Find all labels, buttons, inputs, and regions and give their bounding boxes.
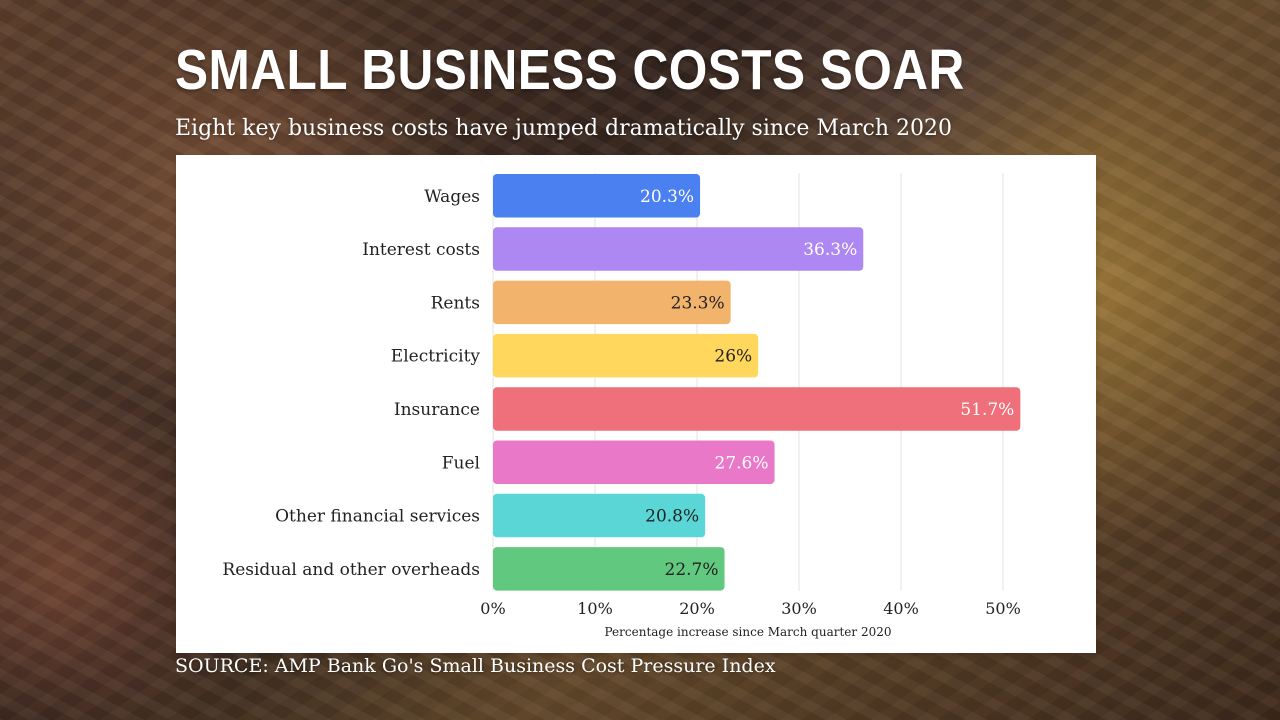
bar — [493, 440, 775, 484]
category-label: Rents — [431, 293, 480, 313]
bar-value-label: 20.3% — [640, 187, 694, 207]
category-label: Interest costs — [362, 240, 480, 260]
bar — [493, 493, 706, 538]
page-title: SMALL BUSINESS COSTS SOAR — [175, 38, 965, 102]
bar-value-label: 36.3% — [803, 240, 857, 260]
x-tick-label: 30% — [781, 599, 817, 618]
bar-value-label: 22.7% — [665, 560, 719, 580]
x-tick-label: 50% — [985, 599, 1021, 618]
bar-value-label: 20.8% — [645, 507, 699, 527]
bar — [493, 174, 701, 218]
bar — [493, 333, 759, 378]
category-label: Wages — [424, 187, 480, 207]
bar-value-label: 23.3% — [671, 293, 725, 313]
x-tick-label: 40% — [883, 599, 919, 618]
source-note: SOURCE: AMP Bank Go's Small Business Cos… — [175, 655, 776, 677]
page-subtitle: Eight key business costs have jumped dra… — [175, 116, 952, 141]
horizontal-bar-chart: 0% 10% 20% 30% 40% 50% Wages 20.3% Interest cost… — [222, 173, 1021, 639]
category-label: Other financial services — [275, 507, 480, 527]
bar — [493, 227, 864, 271]
category-label: Fuel — [442, 453, 480, 473]
bar-value-label: 26% — [714, 347, 752, 367]
bar — [493, 280, 731, 325]
x-tick-label: 10% — [577, 599, 613, 618]
category-label: Electricity — [391, 347, 481, 367]
bar-value-label: 51.7% — [960, 400, 1014, 420]
category-label: Insurance — [394, 400, 480, 420]
x-tick-label: 20% — [679, 599, 715, 618]
bar — [493, 387, 1021, 431]
bar-value-label: 27.6% — [715, 453, 769, 473]
chart-panel: 0% 10% 20% 30% 40% 50% Wages 20.3% Interest cost… — [176, 155, 1096, 653]
category-label: Residual and other overheads — [222, 560, 480, 580]
x-axis-label: Percentage increase since March quarter … — [605, 625, 892, 639]
x-tick-label: 0% — [480, 599, 505, 618]
bar — [493, 547, 725, 591]
